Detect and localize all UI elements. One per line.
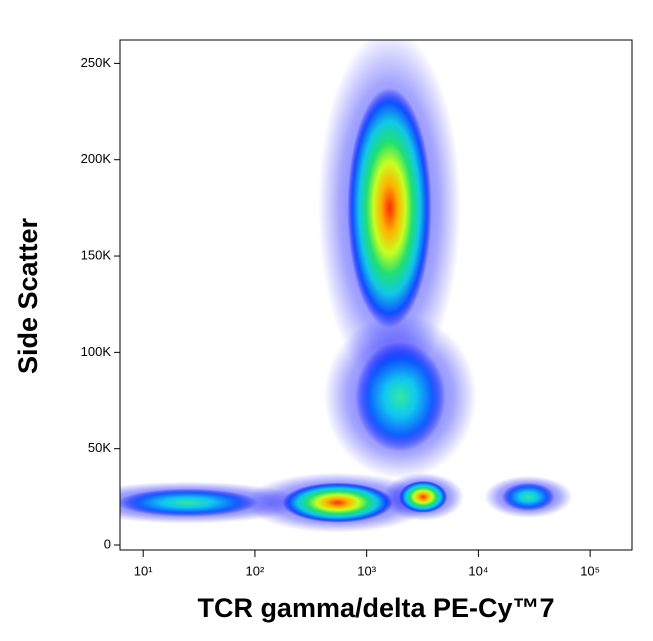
population [399, 480, 448, 513]
y-tick-label: 50K [88, 440, 111, 455]
plot-area [120, 40, 573, 533]
population [282, 482, 393, 523]
x-axis-label: TCR gamma/delta PE-Cy™7 [197, 593, 554, 623]
x-tick-label: 10² [246, 563, 265, 578]
y-tick-label: 150K [81, 247, 112, 262]
population [502, 482, 555, 511]
y-axis-label: Side Scatter [13, 217, 43, 374]
x-tick-label: 10⁴ [468, 563, 488, 578]
y-tick-label: 0 [104, 536, 111, 551]
y-tick-label: 250K [81, 55, 112, 70]
plot-frame [119, 39, 633, 551]
x-tick-label: 10³ [357, 563, 376, 578]
x-tick-label: 10¹ [134, 563, 153, 578]
y-tick-label: 100K [81, 344, 112, 359]
x-tick-label: 10⁵ [580, 563, 600, 578]
population [347, 87, 432, 328]
y-tick-label: 200K [81, 151, 112, 166]
population [120, 488, 258, 517]
